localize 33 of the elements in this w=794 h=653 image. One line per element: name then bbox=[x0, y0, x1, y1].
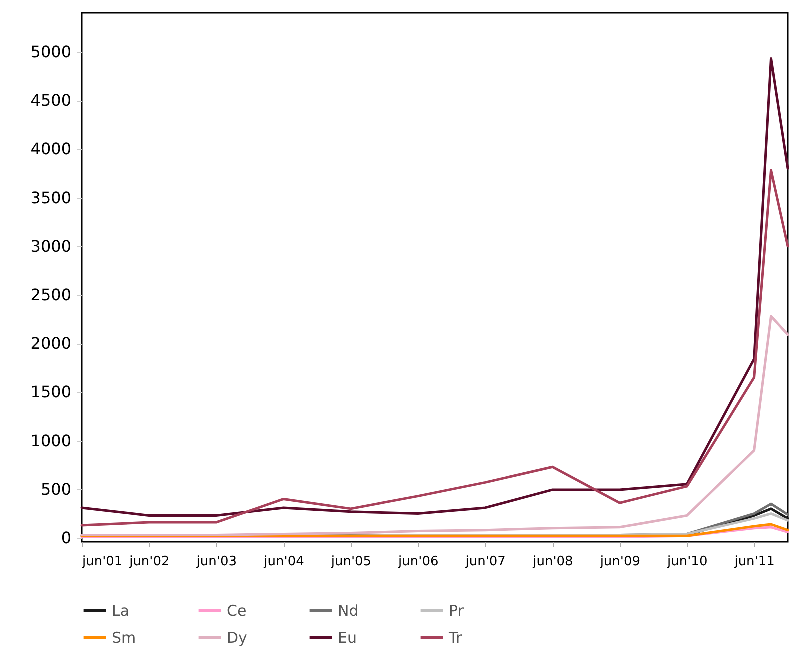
y-tick-label: 2500 bbox=[30, 286, 72, 305]
line-series bbox=[80, 57, 790, 517]
legend-label: Sm bbox=[112, 629, 136, 647]
legend-label: Dy bbox=[227, 629, 248, 647]
x-tick-label: jun'03 bbox=[196, 554, 237, 570]
x-tick-label: jun'04 bbox=[263, 554, 304, 570]
x-tick-label: jun'10 bbox=[666, 554, 708, 570]
legend-label: Eu bbox=[338, 629, 357, 647]
legend-label: Tr bbox=[448, 629, 463, 647]
y-tick-label: 500 bbox=[40, 480, 72, 499]
y-tick-label: 3500 bbox=[30, 188, 72, 208]
x-tick-label: jun'09 bbox=[599, 554, 641, 570]
line-series bbox=[80, 315, 790, 536]
y-tick-label: 2000 bbox=[30, 334, 72, 354]
x-tick-label: jun'08 bbox=[532, 554, 574, 570]
x-tick-label: jun'05 bbox=[330, 554, 372, 570]
y-tick-label: 5000 bbox=[30, 42, 72, 62]
legend-label: Pr bbox=[449, 602, 465, 620]
y-tick-label: 4000 bbox=[30, 140, 72, 159]
x-tick-label: jun'01 bbox=[82, 554, 123, 570]
x-tick-label: jun'07 bbox=[464, 554, 506, 570]
legend-label: La bbox=[112, 602, 130, 620]
y-tick-label: 1000 bbox=[30, 431, 72, 450]
y-tick-label: 4500 bbox=[30, 91, 72, 110]
legend-label: Nd bbox=[338, 602, 359, 620]
y-tick-label: 3000 bbox=[30, 236, 72, 256]
legend-label: Ce bbox=[227, 602, 247, 620]
line-series bbox=[80, 169, 790, 527]
x-tick-label: jun'06 bbox=[398, 554, 439, 570]
x-tick-label: jun'11 bbox=[734, 554, 775, 570]
y-tick-label: 0 bbox=[61, 528, 72, 548]
y-tick-label: 1500 bbox=[30, 382, 72, 402]
x-tick-label: jun'02 bbox=[128, 554, 170, 570]
